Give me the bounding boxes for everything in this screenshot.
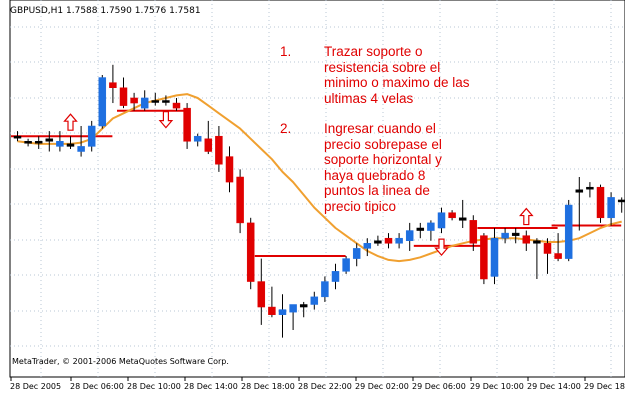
x-tick-label: 29 Dec 02:00 — [355, 382, 409, 391]
candle-body — [109, 82, 117, 89]
x-tick-label: 29 Dec 14:00 — [527, 382, 581, 391]
candle-body — [119, 87, 128, 106]
candle-body — [257, 281, 266, 308]
candle-body — [596, 186, 605, 219]
candle-body — [607, 197, 615, 219]
candle-body — [469, 220, 478, 244]
candle-body — [246, 222, 255, 282]
candle-body — [331, 271, 340, 282]
candle-body — [268, 306, 276, 315]
candle-body — [480, 235, 488, 280]
x-tick-label: 28 Dec 18:00 — [241, 382, 295, 391]
x-axis-ticks: 28 Dec 2005 28 Dec 06:00 28 Dec 10:00 28 De… — [10, 377, 625, 391]
candle-body — [533, 240, 541, 244]
x-tick-label: 28 Dec 2005 — [10, 382, 61, 391]
candle-body — [384, 237, 393, 244]
copyright: MetaTrader, © 2001-2006 MetaQuotes Softw… — [12, 357, 229, 366]
candle-body — [299, 304, 308, 308]
grid — [10, 0, 625, 377]
candle-body — [87, 125, 96, 147]
note-1: 1. Trazar soporte o resistencia sobre el… — [280, 44, 480, 114]
candle-body — [511, 232, 520, 236]
candle-body — [554, 253, 562, 259]
note-1-number: 1. — [280, 44, 292, 59]
candle-body — [416, 227, 425, 231]
candle-body — [617, 199, 625, 203]
x-tick-label: 28 Dec 10:00 — [127, 382, 181, 391]
candle-body — [437, 212, 446, 229]
signal-arrows — [63, 111, 534, 257]
candle-body — [98, 77, 107, 127]
candle-body — [215, 135, 223, 165]
x-tick-label: 29 Dec 18:00 — [584, 382, 625, 391]
candle-body — [225, 156, 234, 183]
typical-price-line-path — [17, 93, 622, 263]
candle-body — [564, 204, 573, 259]
candle-body — [130, 97, 138, 104]
plot-area — [9, 0, 625, 378]
down-arrow-icon — [158, 111, 174, 129]
candle-body — [278, 309, 287, 315]
candle-body — [543, 243, 552, 254]
candle-body — [405, 230, 414, 242]
candle-body — [575, 189, 584, 193]
x-tick-label: 28 Dec 22:00 — [298, 382, 352, 391]
candle-body — [522, 235, 531, 244]
candle-body — [352, 248, 361, 259]
candle-body — [448, 212, 456, 219]
symbol-header: GBPUSD,H1 1.7588 1.7590 1.7576 1.7581 — [10, 6, 201, 16]
candle-body — [24, 141, 32, 144]
candle-body — [77, 146, 85, 152]
candle-body — [490, 237, 499, 277]
candles — [13, 64, 625, 338]
candle-body — [342, 258, 350, 272]
candle-body — [204, 138, 213, 152]
note-2-text: Ingresar cuando el precio sobrepase el s… — [324, 121, 442, 214]
candle-body — [140, 97, 149, 109]
candle-body — [172, 102, 181, 109]
x-tick-label: 29 Dec 06:00 — [412, 382, 466, 391]
note-1-text: Trazar soporte o resistencia sobre el mi… — [324, 44, 470, 106]
note-2-number: 2. — [280, 121, 292, 136]
candle-body — [13, 135, 22, 139]
candle-body — [56, 141, 64, 147]
candle-body — [45, 138, 54, 142]
candle-body — [236, 176, 244, 224]
x-tick-label: 29 Dec 10:00 — [470, 382, 524, 391]
candle-body — [34, 141, 43, 144]
candle-body — [151, 100, 160, 103]
up-arrow-icon — [63, 113, 78, 131]
candle-body — [66, 143, 75, 147]
candle-body — [289, 304, 297, 313]
candle-body — [427, 222, 435, 231]
candle-body — [586, 186, 594, 190]
x-tick-label: 28 Dec 06:00 — [70, 382, 124, 391]
candle-body — [310, 296, 319, 305]
candle-body — [321, 281, 329, 298]
up-arrow-icon — [518, 207, 534, 226]
note-2: 2. Ingresar cuando el precio sobrepase e… — [280, 121, 480, 221]
candle-body — [363, 243, 372, 249]
candle-body — [395, 237, 403, 244]
candle-body — [162, 100, 170, 103]
typical-price-line — [17, 93, 622, 263]
candle-body — [374, 240, 382, 244]
down-arrow-icon — [434, 238, 449, 257]
candle-body — [458, 217, 467, 221]
candle-body — [183, 107, 191, 142]
candle-body — [193, 135, 202, 142]
candle-body — [501, 232, 509, 239]
x-tick-label: 28 Dec 14:00 — [184, 382, 238, 391]
